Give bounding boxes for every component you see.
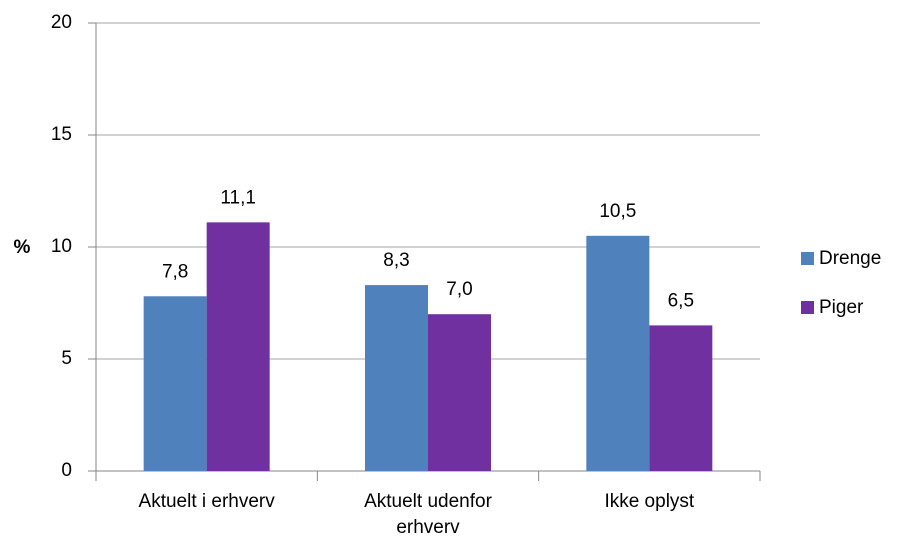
legend-label: Drenge [819, 248, 881, 269]
data-label: 6,5 [668, 290, 694, 311]
y-tick-label: 20 [51, 12, 72, 33]
y-axis-label: % [14, 237, 31, 258]
legend-label: Piger [819, 297, 864, 318]
bar [365, 285, 428, 471]
bar [428, 314, 491, 471]
legend-swatch [801, 301, 814, 314]
data-label: 7,8 [162, 261, 188, 282]
y-tick-label: 0 [61, 460, 72, 481]
data-label: 7,0 [446, 279, 472, 300]
y-tick-label: 15 [51, 124, 72, 145]
data-label: 8,3 [383, 250, 409, 271]
data-label: 10,5 [599, 201, 636, 222]
bar [586, 235, 650, 471]
bar [649, 325, 713, 471]
x-tick-label: Aktuelt udenfor erhverv [364, 491, 492, 538]
y-tick-label: 10 [51, 236, 72, 257]
bar [206, 222, 270, 471]
x-tick-label: Aktuelt i erhverv [138, 491, 275, 512]
data-label: 11,1 [220, 187, 256, 208]
x-tick-label: Ikke oplyst [604, 491, 695, 512]
legend-swatch [801, 252, 814, 265]
y-tick-label: 5 [61, 348, 72, 369]
bar [143, 296, 207, 471]
